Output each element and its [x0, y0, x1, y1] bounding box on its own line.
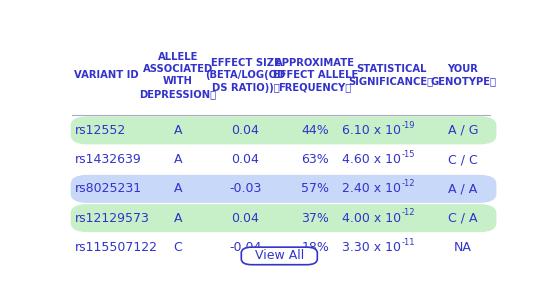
Text: C: C: [173, 241, 183, 254]
Text: -11: -11: [401, 238, 415, 247]
Text: NA: NA: [454, 241, 472, 254]
Text: STATISTICAL
SIGNIFICANCEⓘ: STATISTICAL SIGNIFICANCEⓘ: [349, 64, 434, 86]
FancyBboxPatch shape: [71, 204, 496, 232]
FancyBboxPatch shape: [71, 175, 496, 203]
Text: 57%: 57%: [301, 182, 329, 195]
Text: -0.04: -0.04: [229, 241, 262, 254]
Text: -15: -15: [401, 150, 415, 159]
Text: -12: -12: [401, 209, 415, 217]
Text: -19: -19: [401, 121, 415, 130]
Text: 4.60 x 10: 4.60 x 10: [342, 153, 401, 166]
Text: -0.03: -0.03: [229, 182, 262, 195]
Text: 3.30 x 10: 3.30 x 10: [342, 241, 401, 254]
FancyBboxPatch shape: [71, 116, 496, 144]
Text: View All: View All: [255, 249, 304, 262]
Text: YOUR
GENOTYPEⓘ: YOUR GENOTYPEⓘ: [430, 64, 496, 86]
Text: -12: -12: [401, 179, 415, 188]
Text: ALLELE
ASSOCIATED
WITH
DEPRESSIONⓘ: ALLELE ASSOCIATED WITH DEPRESSIONⓘ: [140, 51, 216, 99]
Text: rs115507122: rs115507122: [75, 241, 158, 254]
Text: rs1432639: rs1432639: [75, 153, 141, 166]
Text: APPROXIMATE
EFFECT ALLELE
FREQUENCYⓘ: APPROXIMATE EFFECT ALLELE FREQUENCYⓘ: [272, 58, 358, 92]
Text: A / G: A / G: [448, 124, 479, 137]
Text: 0.04: 0.04: [232, 212, 259, 225]
Text: A: A: [174, 124, 182, 137]
Text: 63%: 63%: [301, 153, 329, 166]
Text: A: A: [174, 182, 182, 195]
Text: rs12129573: rs12129573: [75, 212, 149, 225]
Text: 18%: 18%: [301, 241, 329, 254]
Text: A: A: [174, 153, 182, 166]
Text: 2.40 x 10: 2.40 x 10: [342, 182, 401, 195]
Text: 44%: 44%: [301, 124, 329, 137]
Text: 4.00 x 10: 4.00 x 10: [342, 212, 401, 225]
Text: VARIANT ID: VARIANT ID: [75, 70, 139, 80]
FancyBboxPatch shape: [241, 247, 317, 265]
Text: A / A: A / A: [449, 182, 477, 195]
Text: C / C: C / C: [448, 153, 478, 166]
Text: C / A: C / A: [449, 212, 478, 225]
Text: rs8025231: rs8025231: [75, 182, 142, 195]
Text: A: A: [174, 212, 182, 225]
Text: rs12552: rs12552: [75, 124, 126, 137]
Text: 0.04: 0.04: [232, 124, 259, 137]
Text: 37%: 37%: [301, 212, 329, 225]
Text: 0.04: 0.04: [232, 153, 259, 166]
Text: EFFECT SIZE
(BETA/LOG(OD
DS RATIO))ⓘ: EFFECT SIZE (BETA/LOG(OD DS RATIO))ⓘ: [205, 58, 286, 92]
Text: 6.10 x 10: 6.10 x 10: [342, 124, 401, 137]
